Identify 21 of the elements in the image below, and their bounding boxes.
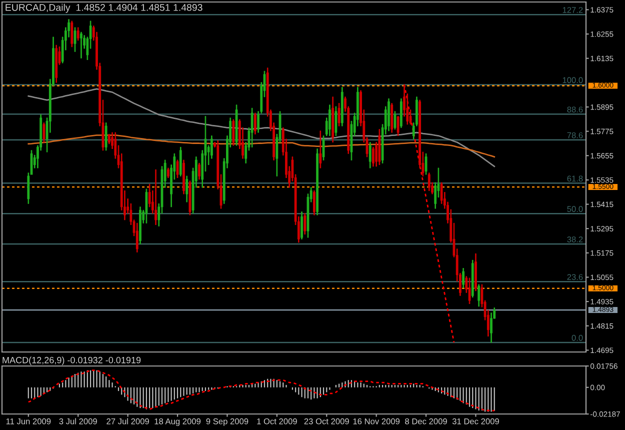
x-tick-label: 23 Oct 2009 [304,418,349,424]
ref-line-label: 100.0 [562,77,583,84]
ref-line-label: 88.6 [567,106,583,112]
x-tick-label: 18 Aug 2009 [154,418,201,426]
ref-line-label: 61.8 [567,176,583,182]
x-tick-label: 3 Jul 2009 [59,418,97,424]
x-tick-label: 8 Dec 2009 [405,418,447,424]
chart-title: MACD(12,26,9) -0.01932 -0.01919 [2,356,141,366]
x-tick-label: 9 Sep 2009 [206,418,248,426]
x-tick-label: 31 Dec 2009 [452,418,499,424]
chart-title: EURCAD,Daily 1.4852 1.4904 1.4851 1.4893 [6,4,202,13]
x-tick-label: 16 Nov 2009 [353,418,400,424]
ref-line-label: 23.6 [567,274,583,280]
ref-line-label: 127.2 [562,7,583,13]
ref-line-label: 50.0 [567,206,583,212]
x-tick-label: 1 Oct 2009 [257,418,297,424]
ref-line-label: 0.0 [572,334,583,341]
x-tick-label: 27 Jul 2009 [106,418,149,424]
x-tick-label: 11 Jun 2009 [6,418,51,424]
ref-line-label: 38.2 [567,236,583,242]
ref-line-label: 78.6 [567,132,583,138]
